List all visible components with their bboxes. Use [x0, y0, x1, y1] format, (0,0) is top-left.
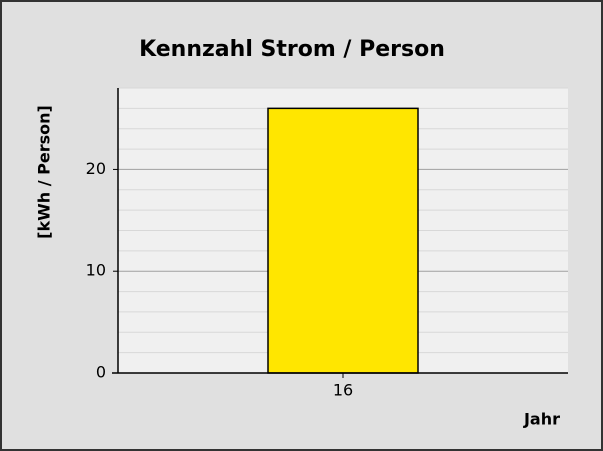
y-tick-label: 10 — [86, 261, 106, 280]
chart-title: Kennzahl Strom / Person — [139, 37, 445, 62]
bar — [267, 107, 419, 374]
y-axis-label: [kWh / Person] — [35, 105, 54, 239]
x-axis-label: Jahr — [523, 410, 560, 429]
x-tick-label: 16 — [333, 381, 353, 400]
y-tick-label: 20 — [86, 159, 106, 178]
y-tick-label: 0 — [96, 363, 106, 382]
